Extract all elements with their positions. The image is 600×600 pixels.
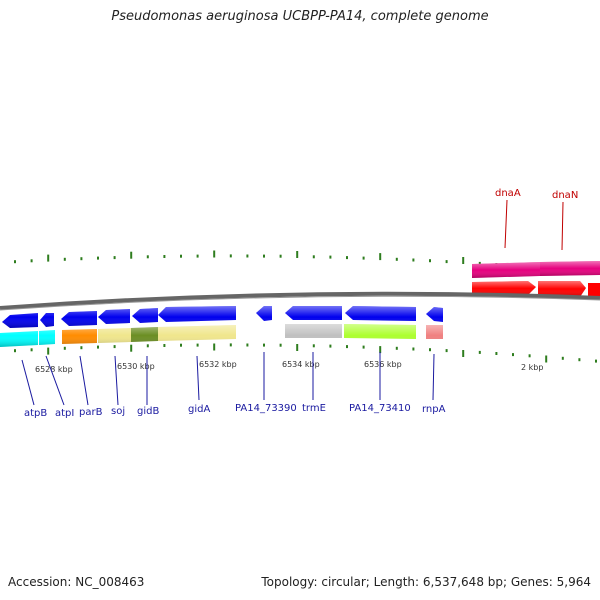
- gene-label-rnpA[interactable]: rnpA: [422, 404, 446, 415]
- scale-label: 6528 kbp: [35, 365, 73, 374]
- gene-label-dnaN[interactable]: dnaN: [552, 190, 578, 201]
- scale-label: 6536 kbp: [364, 360, 402, 369]
- gene-label-soj[interactable]: soj: [111, 406, 125, 417]
- label-leader-lines: [21, 352, 435, 406]
- scale-label: 6534 kbp: [282, 360, 320, 369]
- scale-label: 2 kbp: [521, 363, 543, 372]
- gene-label-gidB[interactable]: gidB: [137, 406, 159, 417]
- reverse-gene-track: [0, 324, 443, 347]
- topology-text: Topology: circular; Length: 6,537,648 bp…: [261, 575, 591, 589]
- forward-leader-lines: [504, 199, 564, 251]
- scale-label: 6530 kbp: [117, 362, 155, 371]
- tick-row-top: [14, 250, 597, 274]
- gene-label-atpI[interactable]: atpI: [55, 408, 74, 419]
- gene-label-trmE[interactable]: trmE: [302, 403, 326, 414]
- tick-row-bottom: [14, 343, 597, 363]
- genome-backbone: [0, 291, 600, 310]
- forward-gene-track: [472, 261, 600, 298]
- gene-label-PA14_73390[interactable]: PA14_73390: [235, 403, 297, 414]
- gene-label-parB[interactable]: parB: [79, 407, 103, 418]
- scale-label: 6532 kbp: [199, 360, 237, 369]
- reverse-cds-track: [2, 306, 443, 328]
- gene-label-PA14_73410[interactable]: PA14_73410: [349, 403, 411, 414]
- gene-label-dnaA[interactable]: dnaA: [495, 188, 521, 199]
- accession-text: Accession: NC_008463: [8, 575, 145, 589]
- gene-label-atpB[interactable]: atpB: [24, 408, 47, 419]
- map-title: Pseudomonas aeruginosa UCBPP-PA14, compl…: [111, 9, 489, 24]
- gene-label-gidA[interactable]: gidA: [188, 404, 210, 415]
